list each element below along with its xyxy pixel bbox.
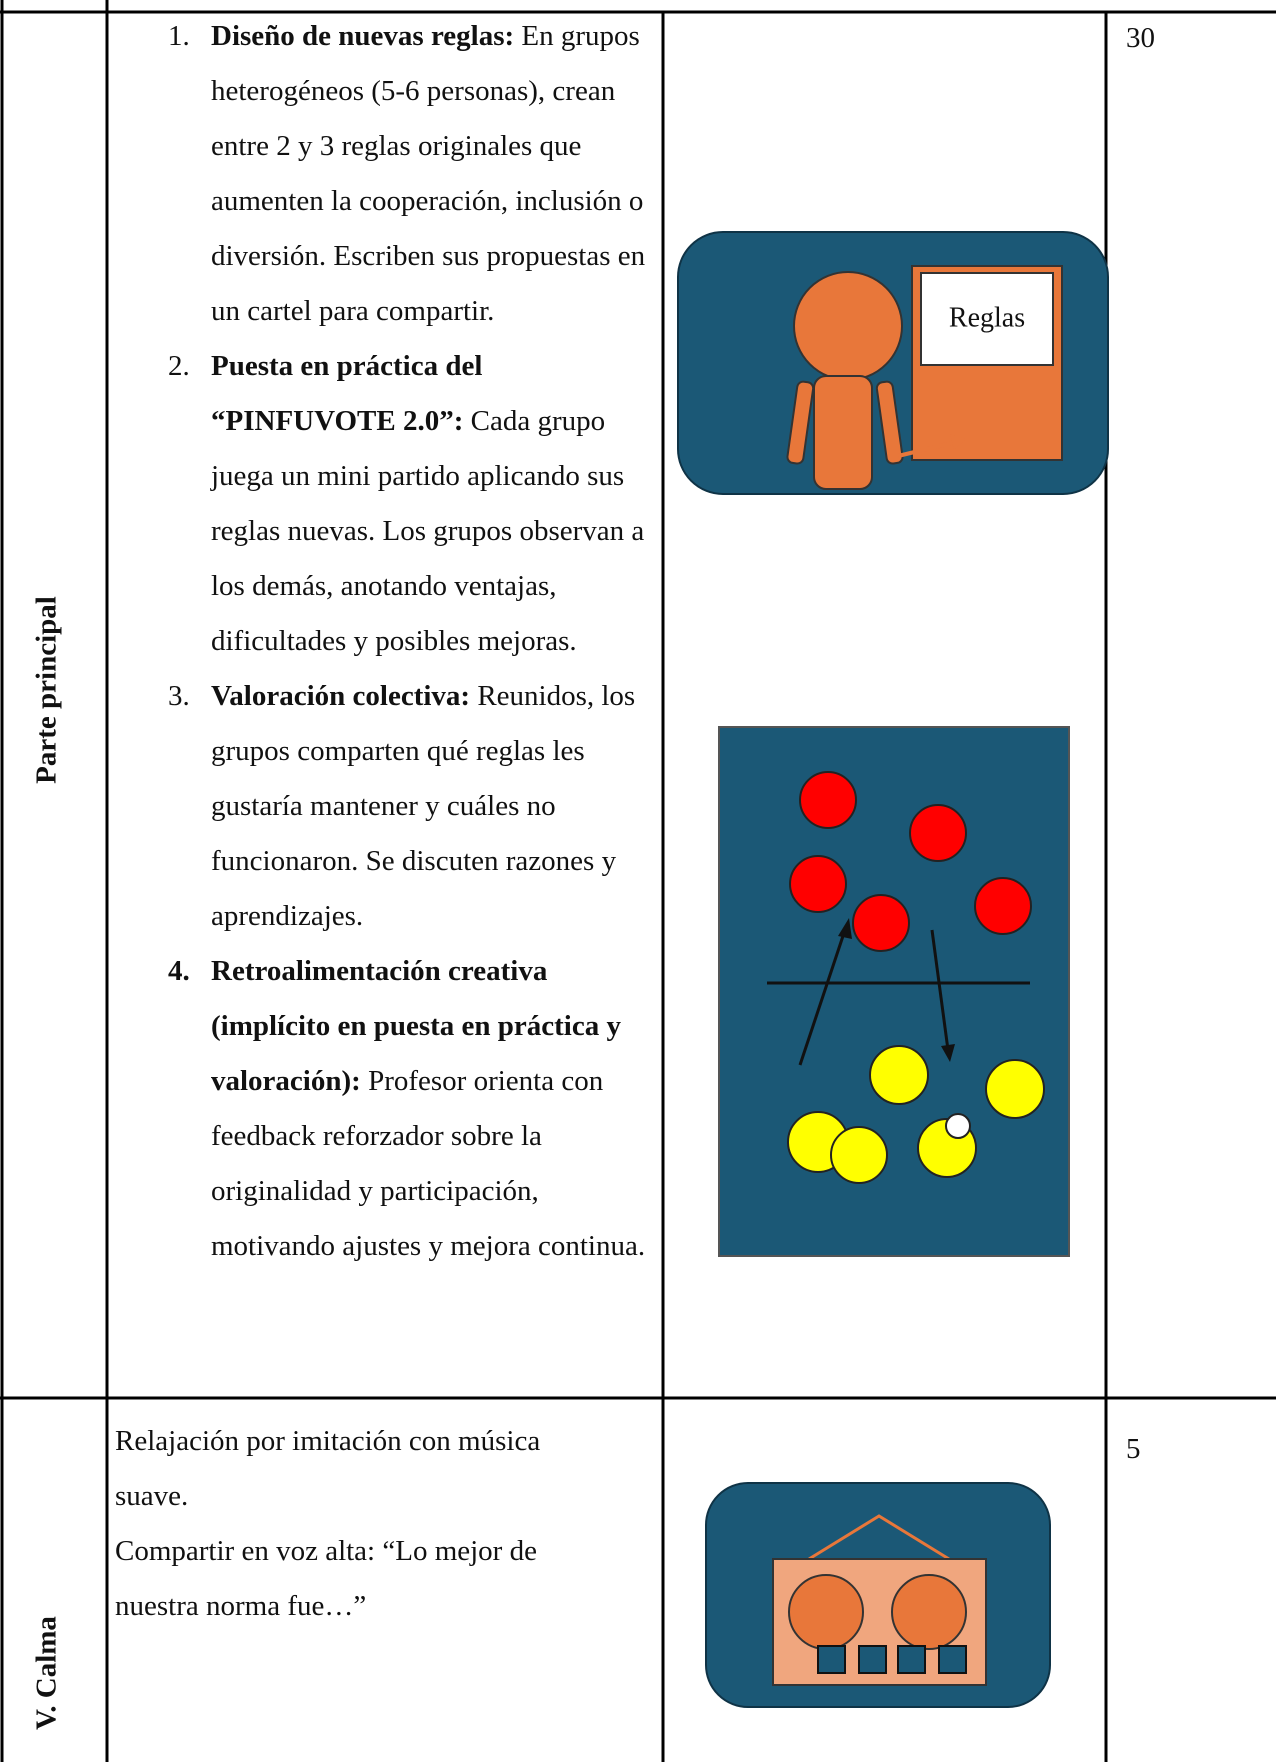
item-text: En grupos heterogéneos (5-6 personas), c… <box>211 20 646 327</box>
button <box>858 1645 887 1674</box>
arrow <box>897 440 957 458</box>
arm <box>786 380 815 465</box>
phase-label: Parte principal <box>30 596 63 784</box>
button <box>938 1645 967 1674</box>
speaker <box>891 1574 967 1650</box>
arm <box>875 380 904 465</box>
button <box>897 1645 926 1674</box>
phase-label: V. Calma <box>30 1616 63 1730</box>
list-item: 3. Valoración colectiva: Reunidos, los gr… <box>168 669 658 944</box>
button <box>817 1645 846 1674</box>
item-title: Diseño de nuevas reglas: <box>211 20 515 52</box>
player <box>799 771 857 829</box>
arrow-head <box>941 1044 955 1062</box>
item-title: Valoración colectiva: <box>211 680 471 712</box>
item-title: Retroalimentación creativa (implícito en… <box>211 955 621 1097</box>
activity-list: 1. Diseño de nuevas reglas: En grupos het… <box>168 9 658 1274</box>
red-team <box>789 771 1032 952</box>
arrow-head <box>838 918 852 939</box>
yellow-team <box>787 1045 1045 1184</box>
rules-illustration: Reglas <box>677 231 1109 495</box>
item-number: 3. <box>168 680 190 712</box>
player <box>869 1045 929 1105</box>
text-line: Relajación por imitación con música suav… <box>115 1425 541 1512</box>
player <box>830 1126 888 1184</box>
item-text: Reunidos, los grupos comparten qué regla… <box>211 680 636 932</box>
player <box>985 1059 1045 1119</box>
player <box>852 894 910 952</box>
head <box>793 271 903 381</box>
arrow <box>930 929 950 1051</box>
board-label: Reglas <box>949 302 1025 333</box>
field-illustration <box>718 726 1070 1257</box>
item-text: Profesor orienta con feedback reforzador… <box>211 1065 646 1262</box>
arrow-head <box>950 434 966 450</box>
speaker <box>788 1574 864 1650</box>
field <box>718 726 1070 1257</box>
duration: 30 <box>1126 22 1155 54</box>
text-line: Compartir en voz alta: “Lo mejor de nues… <box>115 1535 537 1622</box>
item-text: Cada grupo juega un mini partido aplican… <box>211 405 645 657</box>
item-title: Puesta en práctica del “PINFUVOTE 2.0”: <box>211 350 483 437</box>
list-item: 2. Puesta en práctica del “PINFUVOTE 2.0”… <box>168 339 658 669</box>
item-number: 4. <box>168 955 190 987</box>
player <box>909 804 967 862</box>
item-number: 1. <box>168 20 190 52</box>
body <box>813 375 873 490</box>
radio-handle <box>808 1514 950 1561</box>
list-item: 1. Diseño de nuevas reglas: En grupos het… <box>168 9 658 339</box>
ball <box>945 1113 971 1139</box>
board-sheet <box>920 272 1054 366</box>
arrow <box>798 929 847 1066</box>
list-item: 4. Retroalimentación creativa (implícito … <box>168 944 658 1274</box>
player <box>974 877 1032 935</box>
duration: 5 <box>1126 1433 1141 1465</box>
player <box>789 855 847 913</box>
item-number: 2. <box>168 350 190 382</box>
radio-illustration <box>705 1482 1051 1708</box>
radio-buttons <box>817 1645 967 1674</box>
activity-text: Relajación por imitación con música suav… <box>115 1414 620 1634</box>
